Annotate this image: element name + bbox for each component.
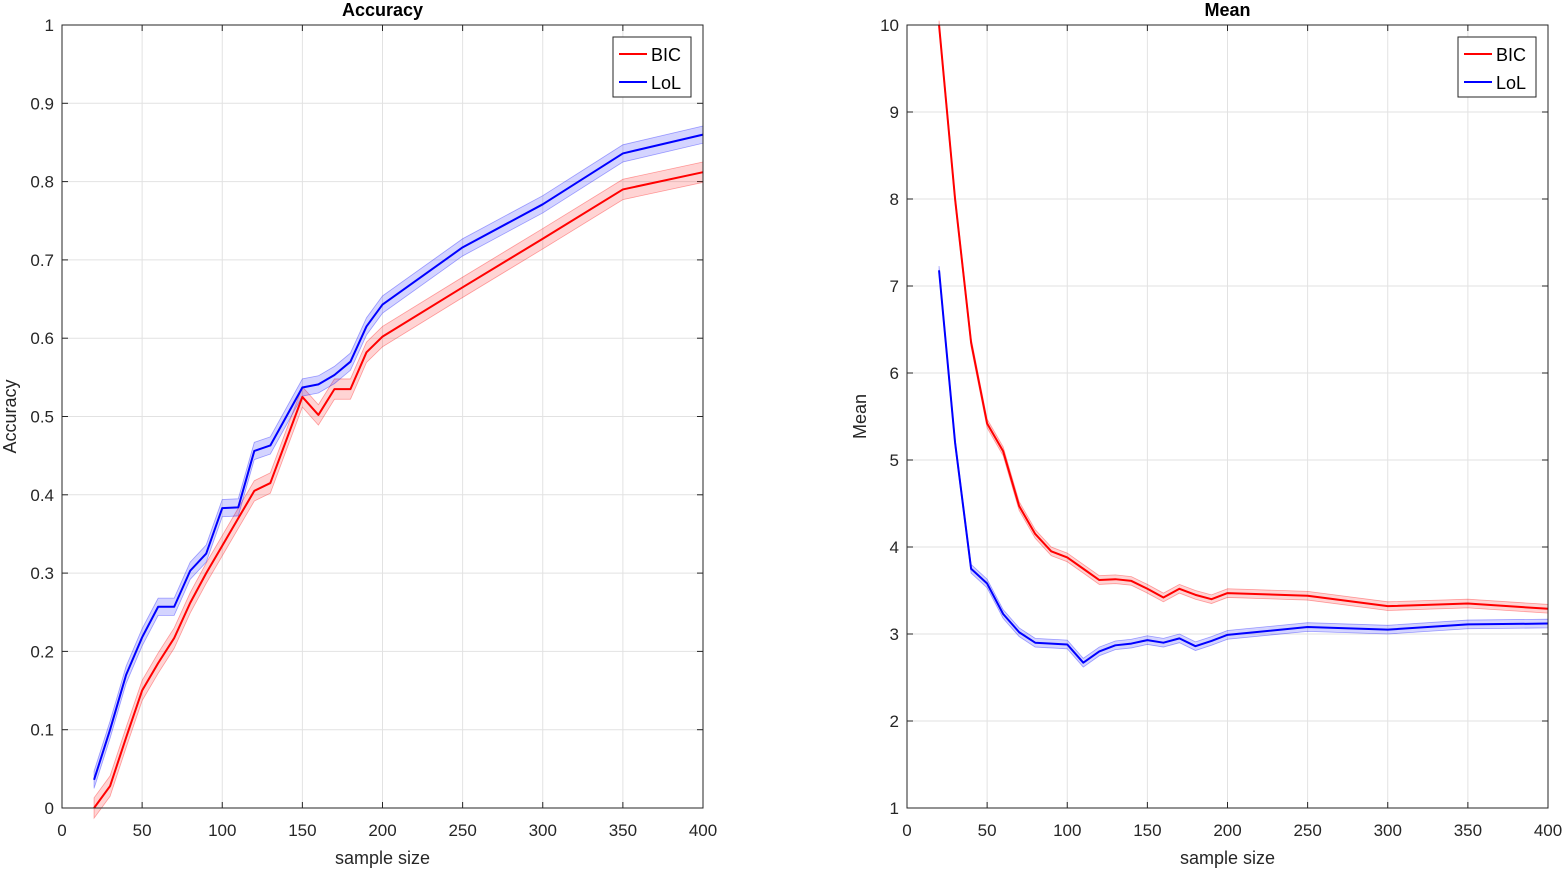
chart-2: 0 50 100 150 200 250 300 350 400 1 2 3 4 5 6 7 8 9 10 Mean s… xyxy=(850,0,1562,868)
x-tick-label: 250 xyxy=(1293,821,1321,840)
y-tick-label: 4 xyxy=(890,538,899,557)
y-tick-label: 0.4 xyxy=(30,486,54,505)
y-tick-label: 0.9 xyxy=(30,94,54,113)
x-tick-label: 150 xyxy=(288,821,316,840)
legend: BIC LoL xyxy=(612,36,692,98)
x-tick-label: 300 xyxy=(529,821,557,840)
x-tick-label: 50 xyxy=(133,821,152,840)
x-tick-label: 0 xyxy=(57,821,66,840)
x-axis-label: sample size xyxy=(1180,848,1275,868)
legend-box xyxy=(612,36,692,98)
y-tick-label: 0 xyxy=(45,799,54,818)
y-axis-label: Mean xyxy=(850,394,870,439)
y-tick-label: 10 xyxy=(880,16,899,35)
x-tick-label: 200 xyxy=(1213,821,1241,840)
legend-box xyxy=(1457,36,1537,98)
legend: BIC LoL xyxy=(1457,36,1537,98)
x-tick-label: 300 xyxy=(1374,821,1402,840)
series-line-bic xyxy=(93,171,704,809)
y-tick-label: 9 xyxy=(890,103,899,122)
y-tick-label: 1 xyxy=(45,16,54,35)
y-tick-label: 0.6 xyxy=(30,329,54,348)
legend-label-bic: BIC xyxy=(651,45,681,65)
y-tick-label: 0.8 xyxy=(30,173,54,192)
y-tick-label: 0.5 xyxy=(30,408,54,427)
y-tick-label: 6 xyxy=(890,364,899,383)
x-tick-label: 150 xyxy=(1133,821,1161,840)
y-tick-label: 2 xyxy=(890,712,899,731)
x-tick-label: 350 xyxy=(609,821,637,840)
y-tick-label: 7 xyxy=(890,277,899,296)
chart-title: Accuracy xyxy=(342,0,423,20)
x-tick-label: 350 xyxy=(1454,821,1482,840)
y-tick-label: 8 xyxy=(890,190,899,209)
x-tick-label: 100 xyxy=(1053,821,1081,840)
y-tick-label: 0.1 xyxy=(30,721,54,740)
chart-1: 0 50 100 150 200 250 300 350 400 0 0.1 0.2 0.3 0.4 0.5… xyxy=(0,0,717,868)
axes-box xyxy=(906,24,1549,809)
y-axis-label: Accuracy xyxy=(0,379,20,453)
series-line-lol xyxy=(93,133,704,781)
legend-label-lol: LoL xyxy=(1496,73,1526,93)
series-line-bic xyxy=(938,24,1549,610)
legend-label-bic: BIC xyxy=(1496,45,1526,65)
x-tick-label: 100 xyxy=(208,821,236,840)
y-tick-label: 3 xyxy=(890,625,899,644)
y-tick-label: 1 xyxy=(890,799,899,818)
x-tick-label: 250 xyxy=(448,821,476,840)
chart-title: Mean xyxy=(1204,0,1250,20)
x-axis-label: sample size xyxy=(335,848,430,868)
x-tick-label: 400 xyxy=(689,821,717,840)
x-tick-label: 200 xyxy=(368,821,396,840)
series-line-lol xyxy=(938,270,1549,664)
y-tick-label: 0.3 xyxy=(30,564,54,583)
y-tick-label: 0.2 xyxy=(30,642,54,661)
x-tick-label: 0 xyxy=(902,821,911,840)
y-tick-label: 0.7 xyxy=(30,251,54,270)
y-tick-label: 5 xyxy=(890,451,899,470)
axes-box xyxy=(61,24,704,809)
legend-label-lol: LoL xyxy=(651,73,681,93)
x-tick-label: 400 xyxy=(1534,821,1562,840)
x-tick-label: 50 xyxy=(978,821,997,840)
